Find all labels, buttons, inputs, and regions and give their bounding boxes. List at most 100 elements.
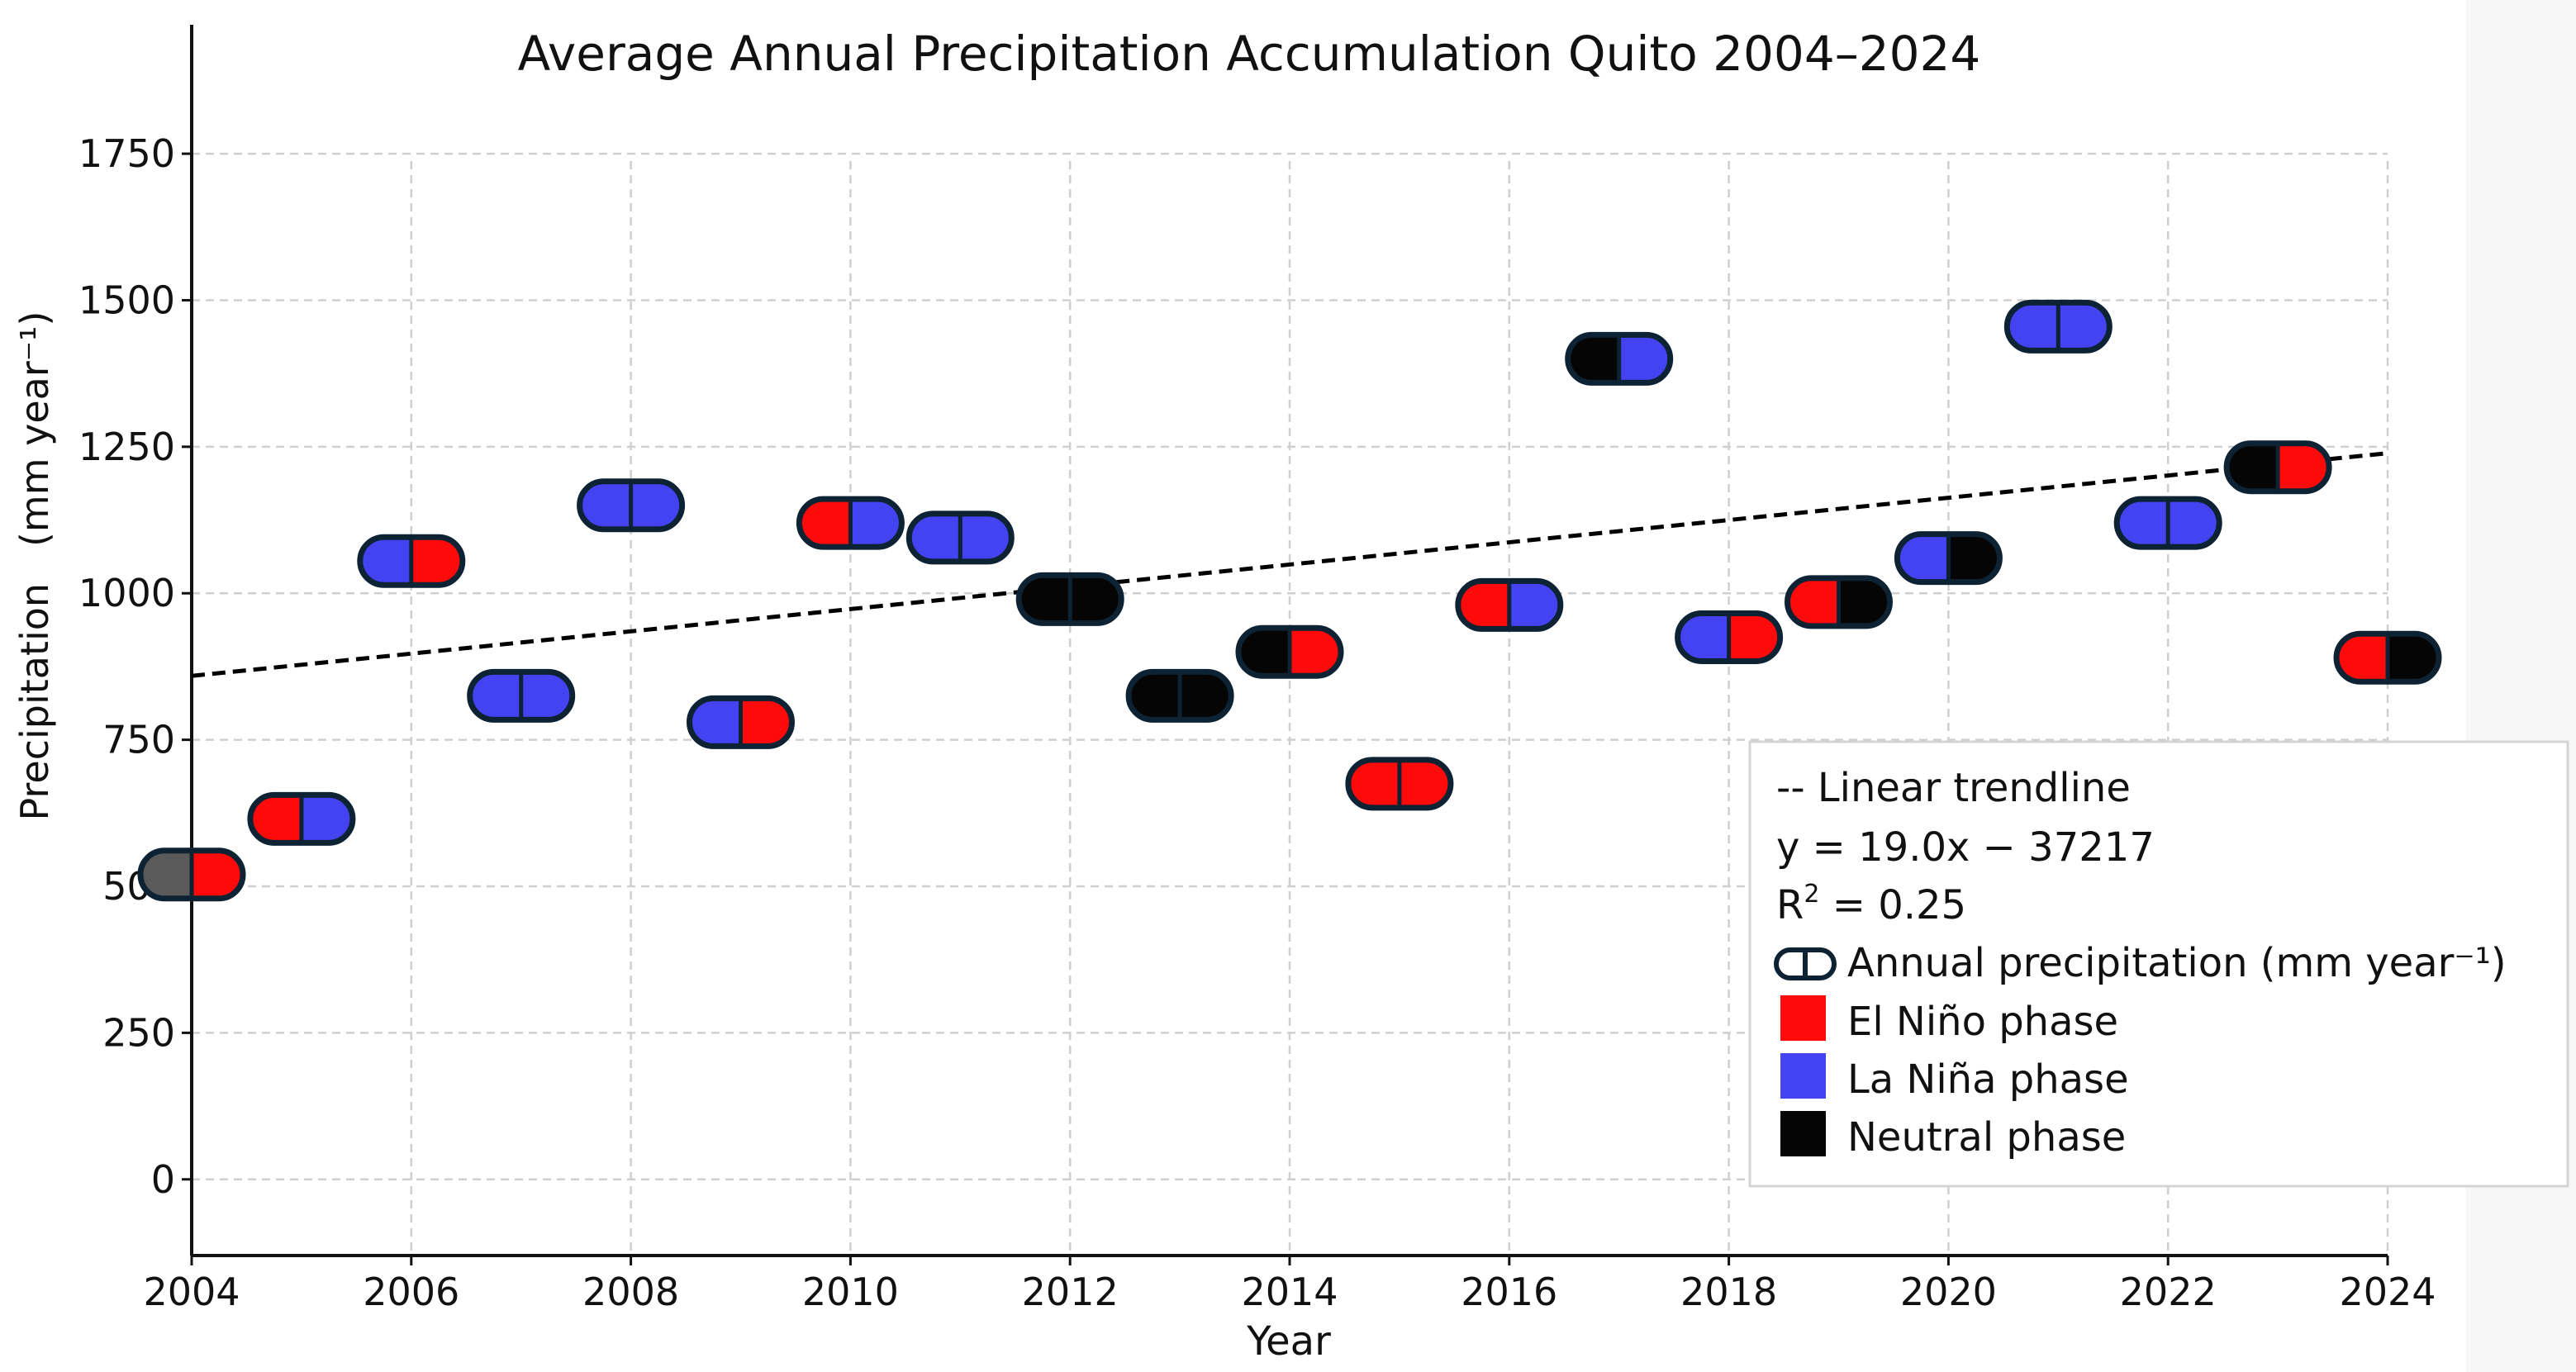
legend-equation: y = 19.0x − 37217 bbox=[1776, 824, 2155, 871]
data-point-2024 bbox=[2333, 630, 2442, 685]
legend-la-nina-label: La Niña phase bbox=[1847, 1056, 2129, 1103]
marker-left-half bbox=[2007, 302, 2059, 351]
data-point-2020 bbox=[1894, 531, 2003, 586]
legend-series-label: Annual precipitation (mm year⁻¹) bbox=[1847, 940, 2507, 986]
marker-left-half bbox=[1129, 672, 1181, 720]
y-tick-label: 1500 bbox=[78, 278, 175, 322]
legend-box bbox=[1748, 740, 2569, 1188]
y-tick-label: 1750 bbox=[78, 131, 175, 176]
data-point-2006 bbox=[357, 534, 466, 588]
x-tick-label: 2004 bbox=[143, 1270, 240, 1314]
marker-right-half bbox=[2278, 443, 2330, 491]
data-point-2011 bbox=[905, 510, 1015, 565]
x-tick-label: 2014 bbox=[1241, 1270, 1338, 1314]
trendline bbox=[191, 451, 2388, 678]
marker-left-half bbox=[140, 850, 192, 899]
data-point-2016 bbox=[1455, 577, 1564, 632]
marker-right-half bbox=[1070, 575, 1122, 624]
marker-left-half bbox=[250, 795, 302, 843]
data-point-2012 bbox=[1015, 572, 1124, 626]
data-point-2015 bbox=[1345, 757, 1454, 811]
data-point-2022 bbox=[2113, 496, 2222, 550]
marker-right-half bbox=[1509, 581, 1561, 629]
capsule-legend-icon bbox=[1774, 947, 1837, 980]
chart-title: Average Annual Precipitation Accumulatio… bbox=[518, 26, 1981, 82]
y-tick-label: 250 bbox=[102, 1010, 175, 1055]
data-point-2018 bbox=[1675, 610, 1784, 664]
marker-left-half bbox=[2117, 499, 2169, 548]
marker-right-half bbox=[960, 513, 1012, 562]
x-tick-label: 2018 bbox=[1680, 1270, 1777, 1314]
marker-right-half bbox=[1180, 672, 1232, 720]
r2-value: = 0.25 bbox=[1819, 882, 1966, 928]
data-point-2009 bbox=[687, 695, 795, 749]
x-tick-label: 2024 bbox=[2339, 1270, 2436, 1314]
marker-right-half bbox=[520, 672, 573, 720]
marker-right-half bbox=[192, 850, 243, 899]
x-axis-label: Year bbox=[1246, 1318, 1331, 1365]
grid bbox=[192, 152, 2389, 1256]
el-nino-swatch-icon bbox=[1780, 995, 1826, 1041]
marker-right-half bbox=[1948, 534, 2000, 582]
marker-left-half bbox=[579, 481, 631, 529]
data-point-2010 bbox=[796, 496, 905, 550]
y-tick-label: 1250 bbox=[78, 425, 175, 469]
marker-left-half bbox=[1897, 534, 1949, 582]
legend: -- Linear trendline y = 19.0x − 37217 R2… bbox=[1748, 740, 2569, 1188]
data-point-2008 bbox=[577, 478, 686, 533]
marker-right-half bbox=[1618, 335, 1671, 383]
y-tick-label: 0 bbox=[151, 1157, 175, 1202]
y-tick-label: 750 bbox=[102, 718, 175, 762]
axis-ticks: 2004 2006 2008 2010 2012 2014 2016 2018 2020 2022… bbox=[78, 131, 2436, 1314]
marker-left-half bbox=[1567, 335, 1619, 383]
legend-trendline-label: -- Linear trendline bbox=[1776, 765, 2131, 811]
x-tick-label: 2006 bbox=[363, 1270, 459, 1314]
x-tick-label: 2022 bbox=[2120, 1270, 2217, 1314]
marker-right-half bbox=[2058, 302, 2110, 351]
data-point-2014 bbox=[1235, 624, 1344, 679]
data-point-2013 bbox=[1125, 668, 1234, 723]
marker-right-half bbox=[1290, 628, 1341, 677]
la-nina-swatch-icon bbox=[1780, 1053, 1826, 1099]
marker-right-half bbox=[2388, 634, 2439, 682]
marker-right-half bbox=[850, 499, 902, 548]
legend-r-squared: R2 = 0.25 bbox=[1776, 880, 1966, 928]
marker-left-half bbox=[1019, 575, 1071, 624]
marker-right-half bbox=[630, 481, 682, 529]
x-tick-label: 2010 bbox=[802, 1270, 899, 1314]
data-point-2023 bbox=[2223, 440, 2332, 495]
x-tick-label: 2012 bbox=[1022, 1270, 1119, 1314]
marker-right-half bbox=[301, 795, 353, 843]
marker-left-half bbox=[1787, 577, 1839, 626]
marker-right-half bbox=[1728, 613, 1780, 662]
marker-left-half bbox=[2336, 634, 2388, 682]
marker-left-half bbox=[1238, 628, 1290, 677]
data-point-2004 bbox=[137, 847, 246, 902]
legend-neutral-label: Neutral phase bbox=[1847, 1114, 2126, 1161]
marker-left-half bbox=[469, 672, 521, 720]
y-axis-label: Precipitation (mm year⁻¹) bbox=[12, 311, 57, 821]
marker-right-half bbox=[2168, 499, 2220, 548]
marker-left-half bbox=[689, 698, 741, 747]
marker-left-half bbox=[1457, 581, 1509, 629]
data-point-2005 bbox=[247, 791, 356, 846]
data-markers bbox=[137, 299, 2442, 902]
marker-left-half bbox=[1347, 759, 1400, 808]
x-tick-label: 2020 bbox=[1900, 1270, 1997, 1314]
marker-right-half bbox=[740, 698, 792, 747]
x-tick-label: 2016 bbox=[1461, 1270, 1557, 1314]
r2-superscript: 2 bbox=[1804, 880, 1819, 909]
marker-left-half bbox=[1677, 613, 1729, 662]
legend-el-nino-label: El Niño phase bbox=[1847, 999, 2118, 1045]
y-tick-label: 1000 bbox=[78, 571, 175, 615]
marker-left-half bbox=[2227, 443, 2279, 491]
r2-prefix: R bbox=[1776, 882, 1804, 928]
marker-right-half bbox=[1399, 759, 1451, 808]
data-point-2017 bbox=[1565, 331, 1674, 386]
x-tick-label: 2008 bbox=[582, 1270, 679, 1314]
marker-left-half bbox=[359, 537, 411, 586]
neutral-swatch-icon bbox=[1780, 1111, 1826, 1156]
data-point-2021 bbox=[2003, 299, 2113, 354]
marker-left-half bbox=[909, 513, 961, 562]
